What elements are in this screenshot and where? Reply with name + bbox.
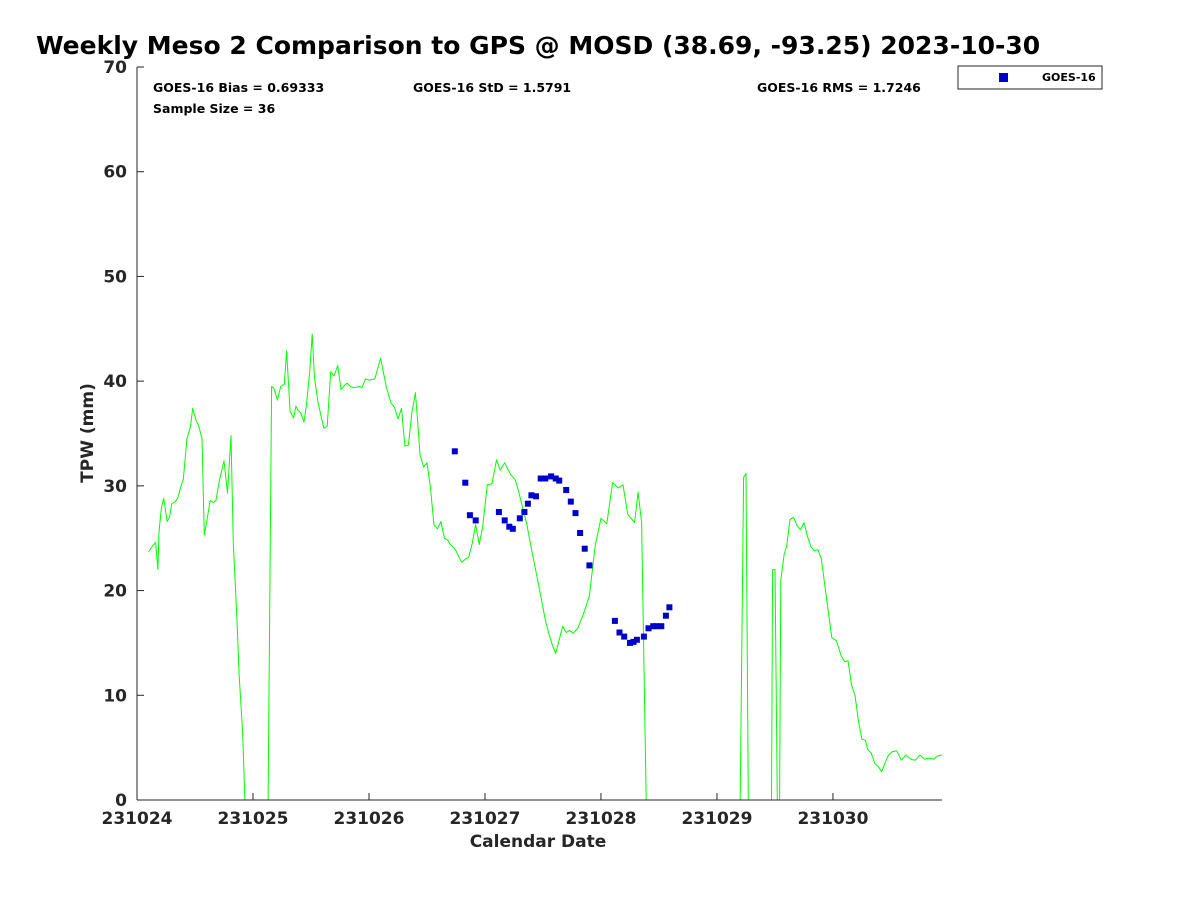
- y-tick-label: 60: [103, 163, 127, 183]
- x-tick-label: 231029: [681, 809, 752, 829]
- goes16-point: [611, 617, 618, 624]
- chart-title: Weekly Meso 2 Comparison to GPS @ MOSD (…: [36, 31, 1040, 60]
- goes16-point: [577, 530, 584, 536]
- goes16-point: [563, 487, 570, 493]
- goes16-point: [451, 448, 458, 455]
- gps-tpw-line-segment: [148, 407, 262, 801]
- goes16-point: [653, 623, 660, 630]
- goes16-point: [616, 629, 623, 636]
- goes16-point: [650, 623, 657, 630]
- goes16-point: [586, 562, 593, 569]
- x-axis-label: Calendar Date: [470, 832, 607, 852]
- x-tick-label: 231026: [333, 809, 404, 829]
- goes16-point: [521, 509, 528, 515]
- ticks-layer: 0 10 20 30 40 50 60 70 231024 231025 231026 231027 2…: [102, 58, 869, 829]
- legend-marker-goes16: [999, 73, 1008, 82]
- goes16-point: [516, 515, 523, 522]
- x-tick-label: 231025: [218, 809, 289, 829]
- plot-area: [137, 67, 942, 800]
- y-tick-label: 50: [103, 267, 127, 287]
- goes16-point: [472, 517, 479, 524]
- std-stat: GOES-16 StD = 1.5791: [413, 80, 571, 95]
- y-tick-label: 70: [103, 58, 127, 78]
- goes16-point: [533, 493, 539, 500]
- legend-box: [957, 65, 1103, 90]
- gps-tpw-line-segment: [739, 472, 749, 801]
- goes16-point: [572, 510, 579, 517]
- legend: GOES-16: [957, 65, 1103, 90]
- bias-stat: GOES-16 Bias = 0.69333: [153, 80, 324, 95]
- rms-stat: GOES-16 RMS = 1.7246: [757, 80, 921, 95]
- series-layer: [148, 333, 943, 801]
- gps-tpw-line-segment: [771, 569, 778, 801]
- gps-tpw-line-segment: [779, 516, 943, 801]
- goes16-point: [556, 477, 563, 484]
- y-tick-label: 30: [103, 477, 127, 497]
- goes16-point: [662, 612, 669, 619]
- x-tick-label: 231030: [797, 809, 868, 829]
- x-tick-label: 231027: [449, 809, 520, 829]
- goes16-point: [552, 475, 559, 482]
- goes16-point: [462, 479, 469, 486]
- goes16-point: [548, 473, 555, 480]
- goes16-point: [524, 500, 531, 507]
- goes16-point: [509, 525, 516, 532]
- goes16-point: [495, 509, 502, 515]
- y-tick-label: 40: [103, 372, 127, 392]
- goes16-point: [645, 625, 652, 632]
- legend-label-goes16: GOES-16: [1042, 71, 1096, 84]
- goes16-point: [627, 639, 633, 646]
- y-tick-label: 10: [103, 686, 127, 706]
- goes16-point: [633, 636, 640, 643]
- goes16-point: [542, 475, 549, 482]
- goes16-point: [466, 512, 473, 519]
- goes16-point: [506, 523, 513, 530]
- goes16-point: [630, 638, 637, 645]
- goes16-point: [640, 633, 647, 640]
- goes16-point: [537, 475, 544, 482]
- goes16-point: [658, 623, 665, 630]
- goes16-point: [567, 498, 574, 505]
- y-tick-label: 0: [115, 791, 127, 811]
- sample-size-stat: Sample Size = 36: [153, 101, 275, 116]
- goes16-point: [666, 604, 673, 611]
- x-tick-label: 231024: [102, 809, 173, 829]
- goes16-point: [621, 633, 628, 640]
- goes16-point: [581, 545, 588, 552]
- y-axis-label: TPW (mm): [78, 383, 98, 483]
- x-tick-label: 231028: [565, 809, 636, 829]
- y-tick-label: 20: [103, 582, 127, 602]
- goes16-point: [528, 492, 535, 499]
- goes16-point: [501, 517, 508, 524]
